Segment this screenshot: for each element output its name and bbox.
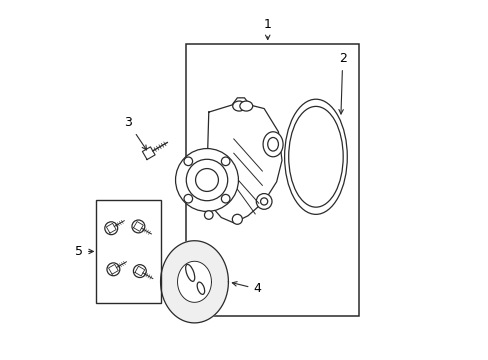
Ellipse shape	[256, 194, 271, 209]
Ellipse shape	[195, 168, 218, 192]
Text: 1: 1	[263, 18, 271, 40]
Ellipse shape	[288, 107, 343, 207]
Ellipse shape	[185, 264, 194, 282]
Ellipse shape	[197, 282, 204, 294]
Text: 4: 4	[232, 282, 261, 296]
Polygon shape	[160, 241, 228, 323]
Text: 2: 2	[338, 52, 346, 114]
Ellipse shape	[240, 101, 252, 111]
Ellipse shape	[183, 194, 192, 203]
Ellipse shape	[204, 211, 213, 219]
Bar	[185, 44, 358, 316]
Ellipse shape	[104, 222, 118, 235]
Text: 5: 5	[75, 245, 93, 258]
Ellipse shape	[107, 263, 120, 276]
Polygon shape	[142, 147, 155, 159]
Ellipse shape	[232, 101, 245, 111]
Ellipse shape	[284, 99, 346, 214]
Ellipse shape	[133, 265, 146, 278]
Text: 3: 3	[124, 116, 146, 150]
Ellipse shape	[263, 132, 283, 157]
Polygon shape	[206, 98, 282, 223]
Bar	[96, 200, 160, 303]
Ellipse shape	[232, 214, 242, 224]
Ellipse shape	[221, 157, 229, 166]
Polygon shape	[106, 223, 116, 233]
Ellipse shape	[260, 198, 267, 205]
Polygon shape	[177, 261, 211, 302]
Ellipse shape	[132, 220, 144, 233]
Ellipse shape	[175, 149, 238, 211]
Polygon shape	[108, 265, 118, 274]
Polygon shape	[133, 221, 143, 231]
Ellipse shape	[183, 157, 192, 166]
Ellipse shape	[186, 159, 227, 201]
Polygon shape	[135, 266, 144, 276]
Ellipse shape	[221, 194, 229, 203]
Ellipse shape	[267, 138, 278, 151]
